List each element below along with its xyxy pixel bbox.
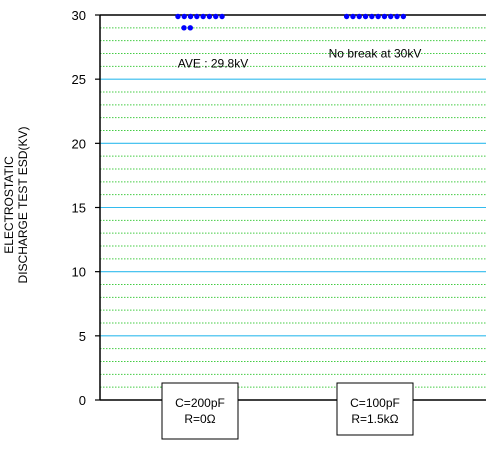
category-label-line: C=100pF <box>350 396 400 410</box>
data-point <box>181 13 187 20</box>
category-label-line: R=0Ω <box>184 412 215 426</box>
category-label-box <box>336 382 414 436</box>
data-point <box>219 13 225 20</box>
annotations: AVE : 29.8kV No break at 30kV <box>178 46 422 70</box>
y-tick-label: 5 <box>79 329 86 344</box>
grid-layer <box>100 27 486 388</box>
y-tick-label: 25 <box>72 72 86 87</box>
data-point <box>375 13 381 20</box>
category-label-line: C=200pF <box>175 396 225 410</box>
data-point <box>394 13 400 20</box>
data-point <box>206 13 213 20</box>
category-labels: C=200pF R=0Ω C=100pF R=1.5kΩ <box>161 382 414 440</box>
y-tick-label: 20 <box>72 136 86 151</box>
y-tick-label: 30 <box>72 8 86 23</box>
data-point <box>175 13 181 20</box>
data-point <box>369 13 375 20</box>
data-point <box>200 13 206 20</box>
y-tick-label: 0 <box>79 393 86 408</box>
data-point <box>181 25 187 31</box>
y-tick-label: 10 <box>72 265 86 280</box>
data-point <box>350 13 356 20</box>
y-axis-title-line-1: ELECTROSTATIC <box>2 156 16 254</box>
data-point <box>400 13 407 20</box>
data-point <box>388 13 394 20</box>
data-point <box>356 13 362 20</box>
data-point <box>362 13 369 20</box>
category-label-line: R=1.5kΩ <box>351 412 398 426</box>
data-point <box>194 13 200 20</box>
y-axis-title: ELECTROSTATIC DISCHARGE TEST ESD(KV) <box>2 127 30 284</box>
data-point <box>187 25 193 31</box>
data-point <box>381 13 388 20</box>
y-tick-label: 15 <box>72 201 86 216</box>
y-axis-title-line-2: DISCHARGE TEST ESD(KV) <box>16 127 30 284</box>
average-annotation: AVE : 29.8kV <box>178 57 248 71</box>
data-point <box>213 13 219 20</box>
category-label-box <box>161 382 239 440</box>
data-point <box>343 13 350 20</box>
data-point <box>187 13 194 20</box>
no-break-annotation: No break at 30kV <box>329 46 422 60</box>
data-points <box>175 13 407 31</box>
tick-layer: 0 5 10 15 20 25 30 <box>72 8 100 408</box>
